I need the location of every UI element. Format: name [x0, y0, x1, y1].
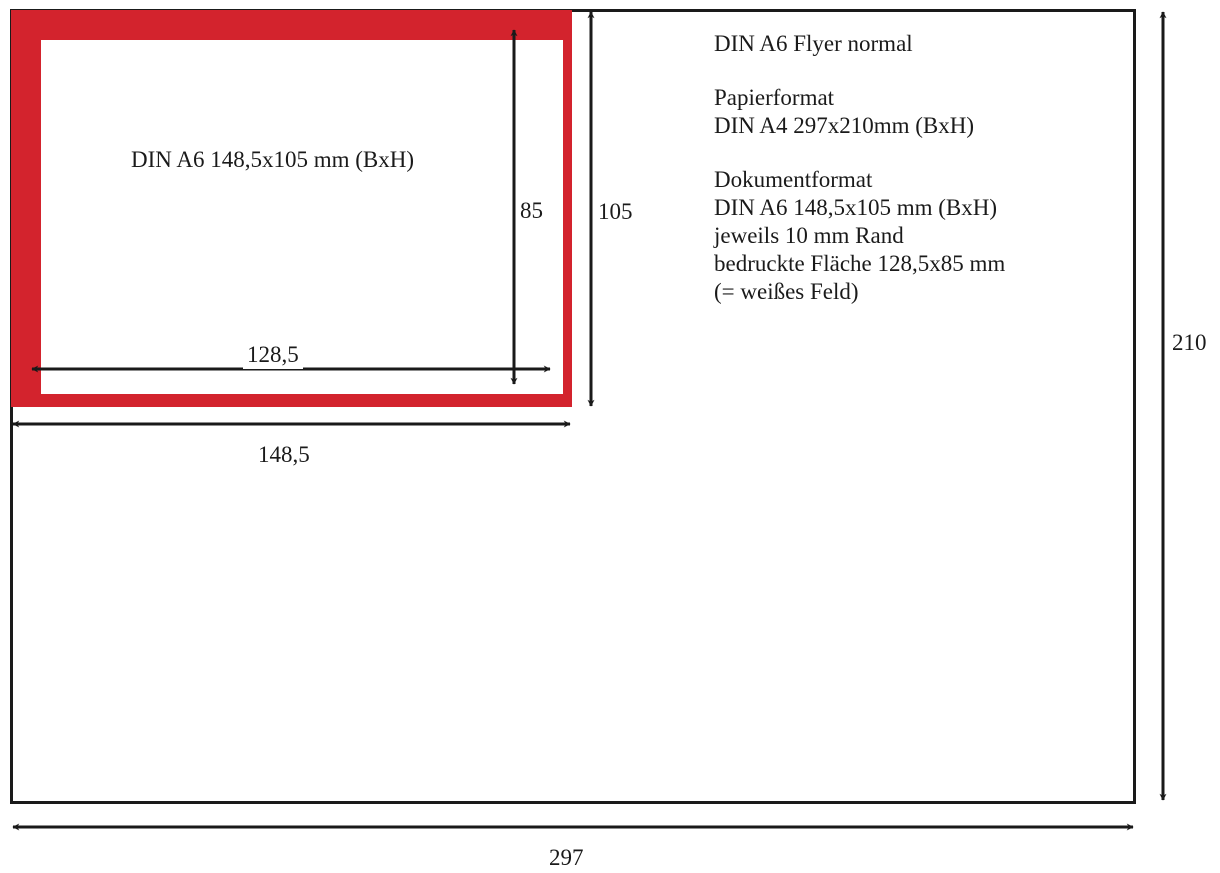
paper-height-label: 210	[1172, 330, 1207, 355]
margin-note: jeweils 10 mm Rand	[714, 223, 904, 248]
inner-height-label: 85	[520, 198, 543, 223]
printed-area-white-field	[41, 40, 563, 394]
paper-format-heading: Papierformat	[714, 85, 835, 110]
document-format-heading: Dokumentformat	[714, 167, 873, 192]
flyer-width-label: 148,5	[258, 442, 310, 467]
paper-width-label: 297	[549, 845, 584, 870]
flyer-height-label: 105	[598, 199, 633, 224]
paper-format-value: DIN A4 297x210mm (BxH)	[714, 113, 975, 138]
flyer-format-label: DIN A6 148,5x105 mm (BxH)	[131, 147, 415, 172]
white-field-note: (= weißes Feld)	[714, 279, 859, 304]
document-format-value: DIN A6 148,5x105 mm (BxH)	[714, 195, 998, 220]
inner-width-label: 128,5	[243, 341, 303, 369]
print-area-note: bedruckte Fläche 128,5x85 mm	[714, 251, 1006, 276]
flyer-bleed-frame	[11, 10, 572, 407]
format-info-block: DIN A6 Flyer normal Papierformat DIN A4 …	[714, 30, 1005, 306]
info-title: DIN A6 Flyer normal	[714, 31, 913, 56]
